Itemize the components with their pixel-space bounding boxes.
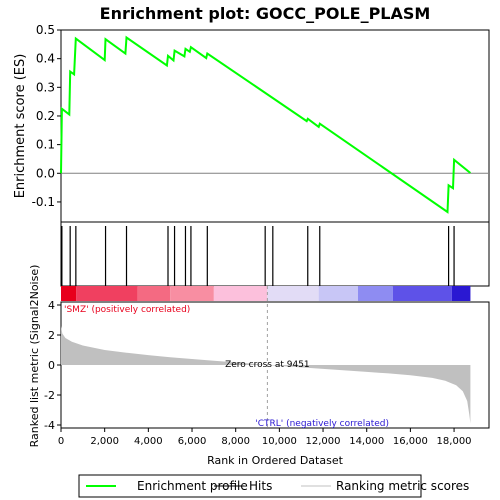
x-tick-label: 10,000 [262,436,297,447]
metric-y-axis-label: Ranked list metric (Signal2Noise) [28,265,41,448]
metric-y-tick-label: 4 [48,299,55,312]
x-tick-label: 8,000 [221,436,250,447]
x-tick-label: 6,000 [178,436,207,447]
x-tick-label: 16,000 [393,436,428,447]
es-y-tick-label: 0.2 [36,109,55,123]
x-axis-label: Rank in Ordered Dataset [207,454,344,467]
color-bar-segment [451,286,471,301]
color-bar-segment [357,286,393,301]
metric-y-tick-label: -4 [44,419,55,432]
zero-cross-label: Zero cross at 9451 [225,360,310,370]
es-plot-area [60,29,490,223]
x-axis: 0 2,000 4,000 6,000 8,000 10,000 12,000 14,000 1… [58,428,472,447]
es-y-tick-label: 0.5 [36,23,55,37]
color-bar-segment [392,286,452,301]
legend-box [78,474,422,498]
x-tick-label: 14,000 [349,436,384,447]
legend-item-label: Hits [249,479,272,493]
metric-y-tick-label: 2 [48,329,55,342]
ranking-color-bar [61,286,471,301]
color-bar-segment [76,286,138,301]
legend-item-label: Ranking metric scores [336,479,469,493]
es-y-tick-label: 0.3 [36,80,55,94]
x-tick-label: 4,000 [134,436,163,447]
chart-title: Enrichment plot: GOCC_POLE_PLASM [100,4,431,23]
legend-item-label: Enrichment profile [137,479,248,493]
color-bar-segment [137,286,171,301]
es-y-tick-label: 0.1 [36,138,55,152]
color-bar-segment [267,286,319,301]
negative-correlation-label: 'CTRL' (negatively correlated) [255,419,389,429]
x-tick-label: 18,000 [437,436,472,447]
legend: Enrichment profile Hits Ranking metric sco… [86,479,469,493]
positive-correlation-label: 'SMZ' (positively correlated) [64,305,190,315]
x-tick-label: 2,000 [90,436,119,447]
hits-panel [60,221,490,287]
x-tick-label: 12,000 [306,436,341,447]
metric-y-axis: -4 -2 0 2 4 [44,299,61,432]
es-y-tick-label: 0.4 [36,52,55,66]
color-bar-segment [213,286,268,301]
es-y-tick-label: -0.1 [32,195,55,209]
hits-group [61,226,455,286]
color-bar-segment [170,286,214,301]
enrichment-profile-line [60,35,472,214]
metric-y-tick-label: -2 [44,389,55,402]
metric-y-tick-label: 0 [48,359,55,372]
es-y-tick-label: 0.0 [36,166,55,180]
color-bar-segment [61,286,77,301]
color-bar-segment [318,286,358,301]
es-y-axis-label: Enrichment score (ES) [13,54,28,199]
x-tick-label: 0 [58,436,64,447]
es-y-axis: -0.1 0.0 0.1 0.2 0.3 0.4 0.5 [32,23,61,209]
